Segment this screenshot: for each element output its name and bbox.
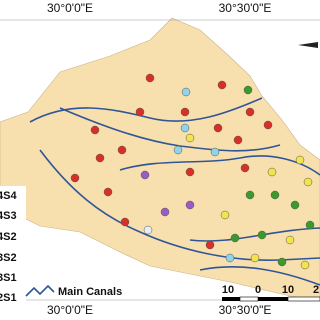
study-area [0, 17, 320, 301]
canal-legend-symbol [25, 284, 55, 297]
legend-label: 4S2 [0, 231, 17, 243]
scale-bar: 10 0 10 2 [222, 284, 320, 302]
graticule-label: 30°30'0"E [219, 303, 272, 317]
legend-label: 4S4 [0, 190, 17, 202]
legend-label: 2S1 [0, 292, 17, 304]
legend-box [0, 186, 26, 306]
scale-label: 10 [222, 284, 234, 296]
legend-label: 4S3 [0, 210, 17, 222]
graticule-label: 30°30'0"E [219, 1, 272, 15]
graticule-label: 30°0'0"E [47, 1, 93, 15]
scale-label: 2 [313, 284, 319, 296]
scale-label: 0 [255, 284, 261, 296]
legend-label: 3S1 [0, 272, 17, 284]
canals [29, 97, 320, 286]
graticule-label: 30°0'0"E [47, 303, 93, 317]
legend: 4S4 4S3 4S2 3S2 3S1 2S1 Main Canals [0, 186, 122, 306]
sample-points [70, 73, 315, 270]
north-arrow [298, 42, 318, 48]
legend-label: Main Canals [58, 286, 122, 298]
scale-label: 10 [282, 284, 294, 296]
legend-label: 3S2 [0, 252, 17, 264]
